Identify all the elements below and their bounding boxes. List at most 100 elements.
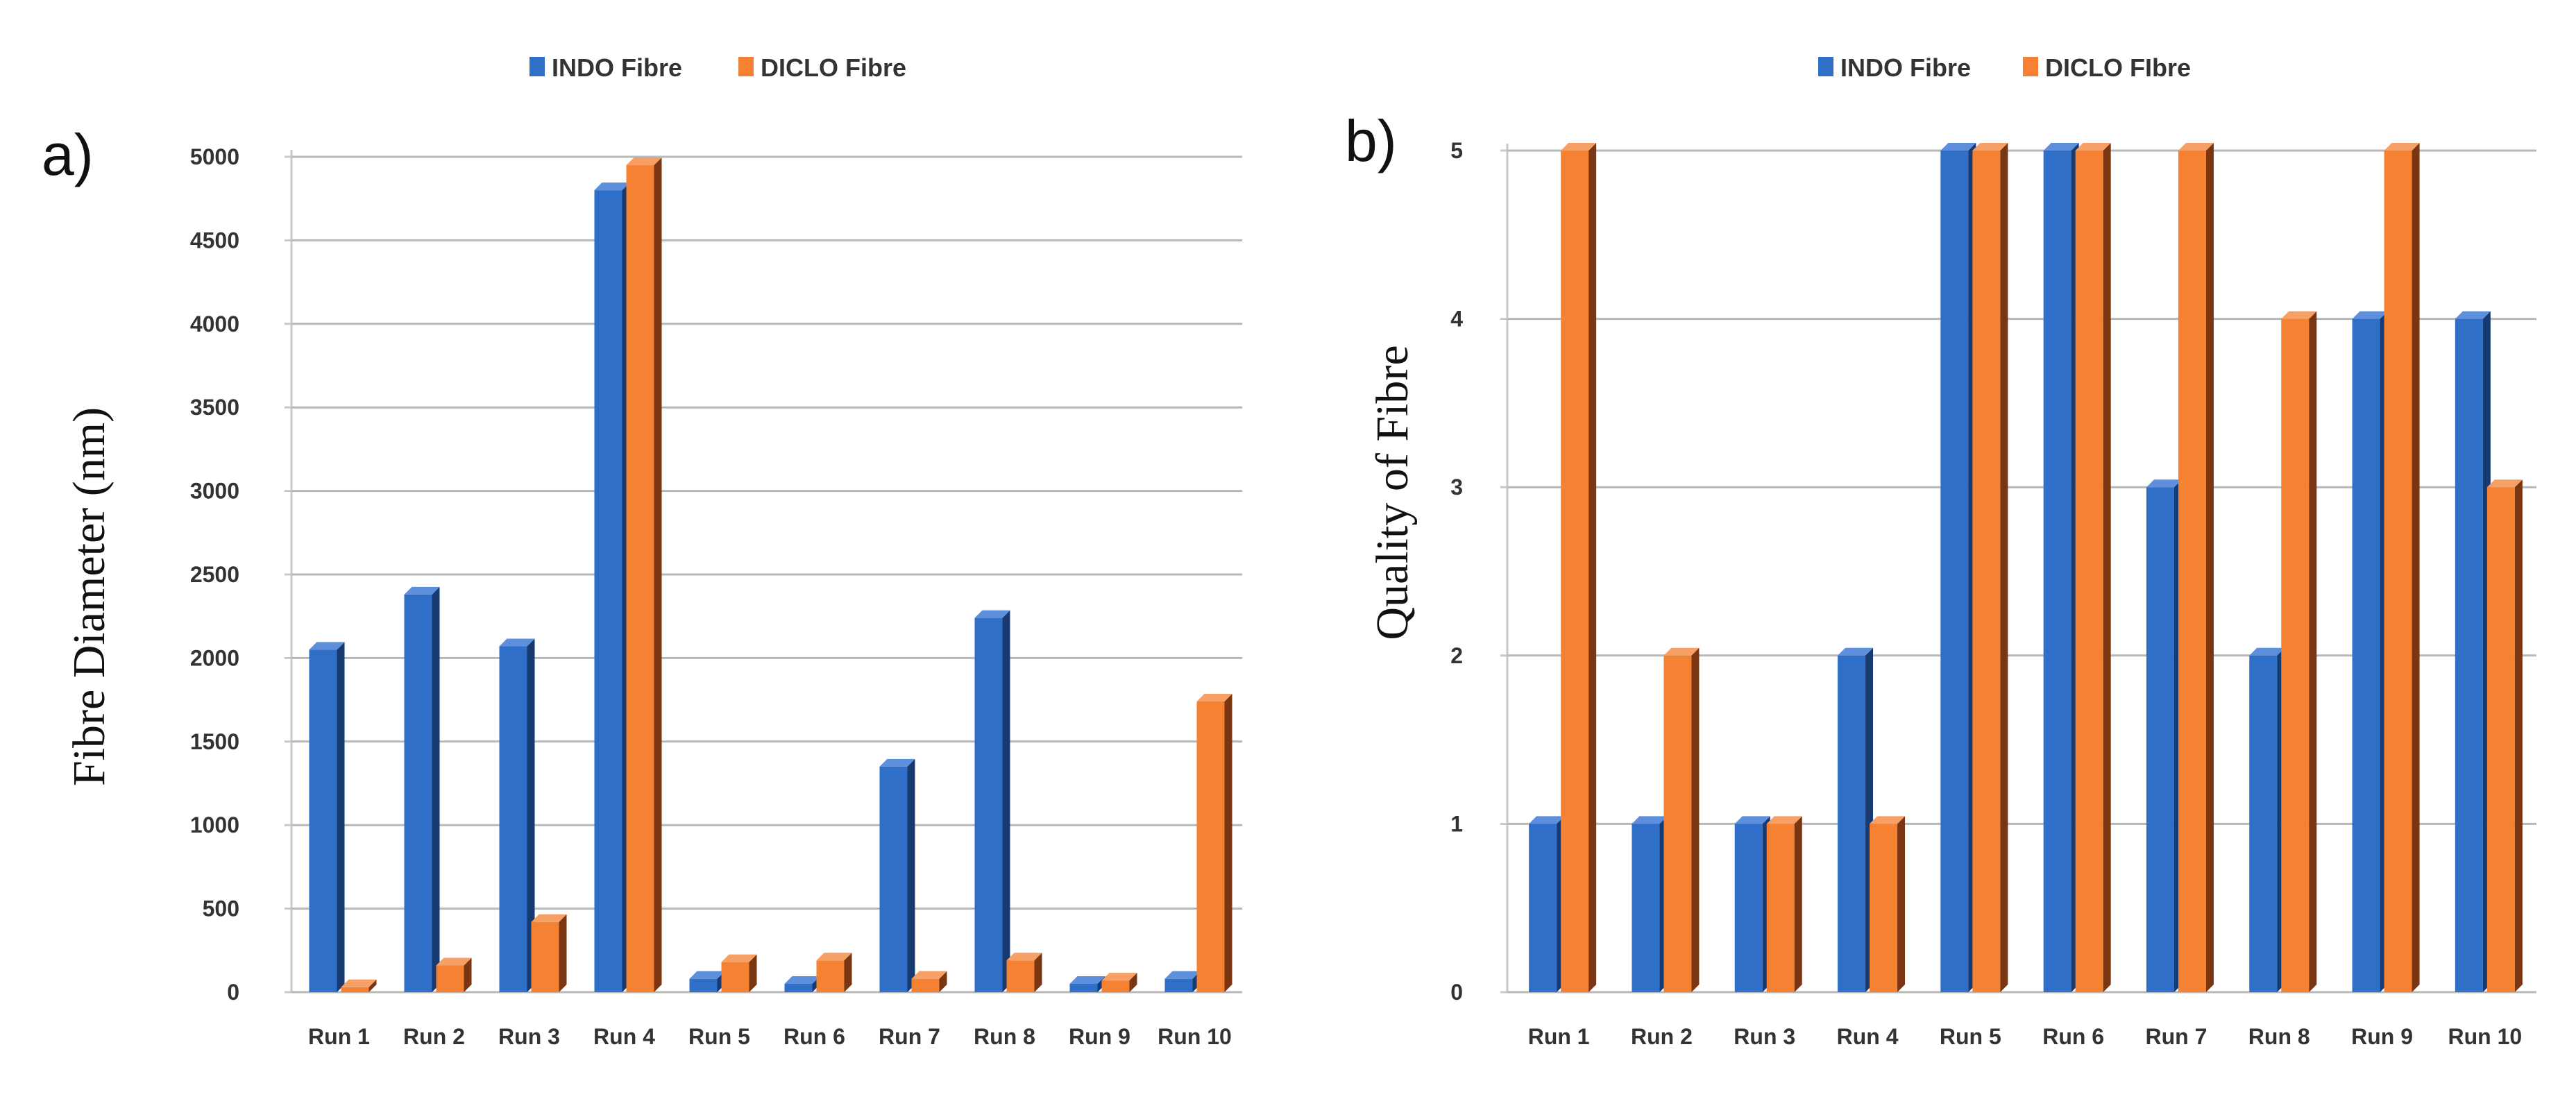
panel-a-y-ticks: 0 500 1000 1500 2000 2500 3000 3500 4000 4500 5000 — [190, 144, 239, 1005]
panel-a-bar-diclo — [531, 914, 567, 992]
panel-a-bar-front — [341, 987, 369, 992]
panel-a-bar-top — [1069, 976, 1105, 984]
panel-a-bar-top — [309, 642, 345, 650]
panel-b-bar-front — [1972, 151, 2001, 992]
panel-b-bar-diclo — [1561, 143, 1597, 992]
panel-b-bar-front — [1632, 824, 1660, 992]
panel-a-chart: a) Fibre Diameter (nm) INDO Fibre DICLO … — [42, 53, 1242, 1049]
panel-b-bar-front — [1561, 151, 1589, 992]
panel-b-bar-top — [1529, 816, 1565, 824]
panel-a-bar-indo — [974, 610, 1010, 992]
panel-a-bar-side — [368, 979, 377, 992]
panel-b-bar-indo — [1529, 816, 1565, 992]
panel-b-bar-side — [1588, 143, 1597, 992]
panel-b-x-tick-label: Run 4 — [1837, 1024, 1899, 1049]
panel-a-bar-front — [1196, 701, 1225, 992]
panel-b-bar-indo — [2455, 311, 2491, 993]
panel-a-bar-top — [531, 914, 567, 922]
panel-b-y-axis-title: Quality of Fibre — [1367, 345, 1418, 640]
panel-a-x-tick-label: Run 1 — [308, 1024, 370, 1049]
panel-a-bar-front — [816, 960, 845, 992]
panel-a-bar-diclo — [816, 953, 852, 992]
panel-a-bar-top — [689, 971, 725, 979]
panel-a-y-tick-label: 5000 — [190, 144, 239, 169]
panel-a-bar-front — [1101, 980, 1130, 992]
panel-b-bar-side — [2412, 143, 2420, 992]
panel-a-legend-swatch-indo — [529, 57, 545, 76]
panel-a-y-tick-label: 500 — [203, 896, 239, 921]
panel-a-x-tick-label: Run 9 — [1069, 1024, 1130, 1049]
panel-b-y-ticks: 0 1 2 3 4 5 — [1450, 138, 1463, 1005]
panel-b-bar-top — [2178, 143, 2214, 151]
panel-b-x-tick-label: Run 2 — [1631, 1024, 1693, 1049]
panel-a-y-tick-label: 1000 — [190, 812, 239, 837]
panel-a-bar-front — [309, 649, 337, 992]
panel-b-bar-top — [2146, 479, 2182, 488]
panel-a-bar-indo — [879, 758, 915, 992]
panel-a-bar-diclo — [1196, 694, 1232, 992]
panel-a-bar-indo — [309, 642, 345, 992]
panel-a-bar-top — [1101, 973, 1137, 981]
panel-b-x-tick-label: Run 1 — [1528, 1024, 1590, 1049]
panel-a-bar-front — [404, 594, 432, 992]
panel-a-bar-top — [499, 638, 535, 647]
panel-a-bar-side — [337, 642, 345, 992]
panel-a-bar-top — [626, 157, 662, 166]
panel-a-bar-side — [1002, 610, 1010, 992]
panel-a-bar-front — [1164, 978, 1193, 992]
panel-b-x-tick-label: Run 5 — [1940, 1024, 2001, 1049]
panel-a-x-tick-label: Run 10 — [1158, 1024, 1232, 1049]
panel-a-x-tick-label: Run 4 — [593, 1024, 655, 1049]
panel-b-bar-top — [2486, 479, 2523, 488]
panel-b-bar-indo — [2043, 143, 2079, 992]
panel-a-bar-indo — [784, 976, 820, 992]
panel-a-y-tick-label: 3500 — [190, 395, 239, 420]
panel-b-y-tick-label: 3 — [1450, 475, 1463, 500]
panel-a-bar-diclo — [721, 954, 757, 992]
panel-b-bar-indo — [1734, 816, 1770, 992]
panel-a-x-tick-label: Run 7 — [879, 1024, 940, 1049]
panel-a-bar-side — [939, 971, 947, 992]
panel-a-y-axis-title: Fibre Diameter (nm) — [64, 407, 115, 786]
panel-a-bar-front — [879, 766, 908, 992]
panel-b-bar-front — [1940, 151, 1969, 992]
panel-a-x-tick-label: Run 3 — [498, 1024, 560, 1049]
panel-a-bar-side — [1224, 694, 1232, 992]
panel-a-bar-front — [499, 646, 527, 992]
panel-a-bar-side — [432, 586, 440, 992]
panel-a-bar-front — [436, 965, 464, 992]
panel-a-bar-front — [1006, 960, 1035, 992]
panel-b-bar-front — [2075, 151, 2103, 992]
panel-b-chart: b) Quality of Fibre INDO Fibre DICLO FIb… — [1345, 53, 2536, 1049]
panel-a-bar-indo — [1069, 976, 1105, 992]
panel-b-bar-indo — [2249, 647, 2285, 992]
panel-a-bar-side — [527, 638, 535, 992]
panel-a-bar-front — [721, 962, 749, 992]
panel-b-bar-top — [2075, 143, 2111, 151]
panel-b-legend: INDO Fibre DICLO FIbre — [1818, 53, 2191, 82]
panel-b-bar-top — [2043, 143, 2079, 151]
panel-a-bar-diclo — [1101, 973, 1137, 992]
panel-a-bar-front — [974, 617, 1003, 992]
panel-b-bar-top — [1561, 143, 1597, 151]
panel-b-bar-front — [2486, 487, 2515, 992]
panel-b-bar-diclo — [2075, 143, 2111, 992]
panel-b-bar-diclo — [2281, 311, 2317, 993]
panel-b-bar-front — [1663, 655, 1692, 992]
panel-a-bar-top — [1006, 953, 1042, 961]
panel-a-label: a) — [42, 122, 94, 187]
panel-b-bar-side — [1897, 816, 1906, 992]
panel-a-legend: INDO Fibre DICLO Fibre — [529, 53, 906, 82]
panel-a-y-tick-label: 0 — [227, 980, 239, 1005]
panel-b-bar-top — [1940, 143, 1976, 151]
panel-a-bar-top — [1164, 971, 1201, 979]
panel-b-bar-top — [2455, 311, 2491, 319]
panel-a-y-tick-label: 3000 — [190, 479, 239, 504]
panel-b-y-tick-label: 2 — [1450, 643, 1463, 668]
panel-a-bar-indo — [594, 182, 630, 992]
panel-b-bar-top — [2249, 647, 2285, 656]
panel-b-bar-front — [2043, 151, 2071, 992]
panel-b-bar-front — [2455, 318, 2483, 993]
panel-b-bar-front — [2384, 151, 2412, 992]
panel-a-bar-front — [911, 978, 940, 992]
